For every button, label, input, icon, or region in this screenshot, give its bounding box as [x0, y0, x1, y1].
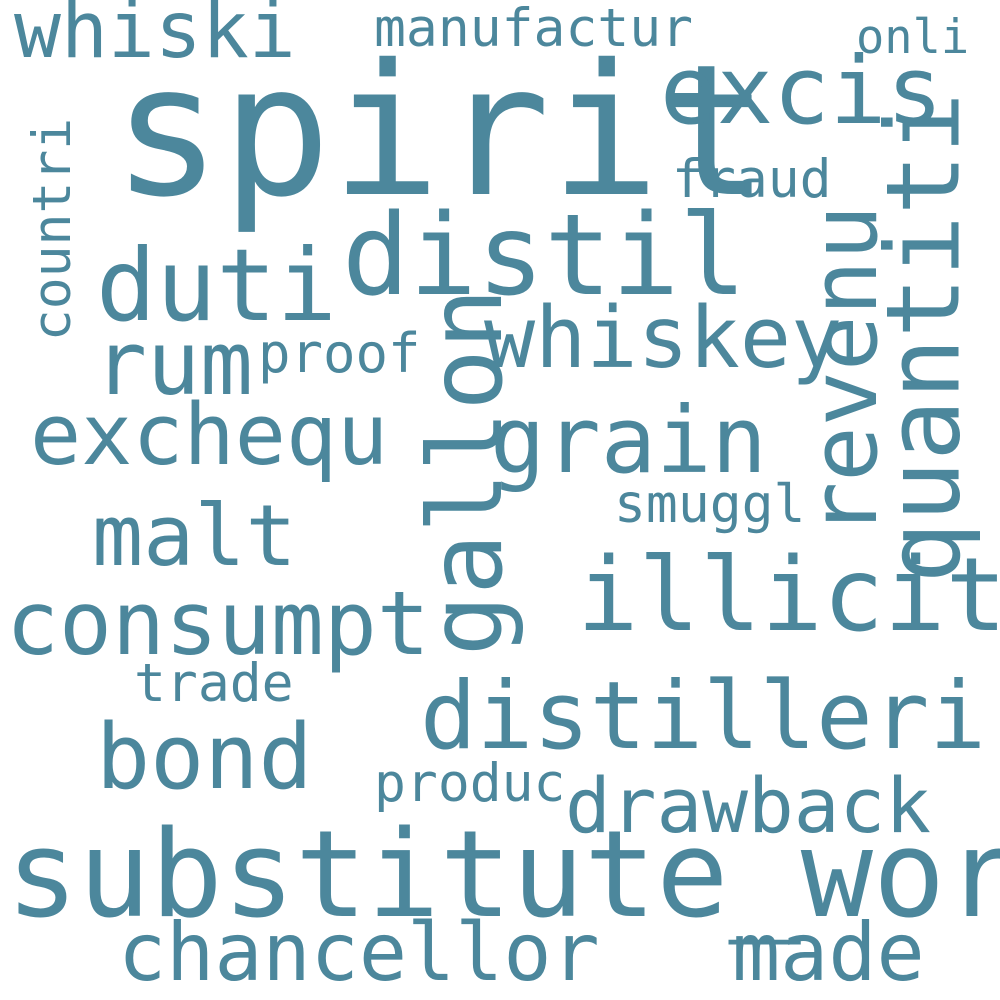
word-countri: countri: [22, 117, 84, 342]
word-smuggl: smuggl: [614, 474, 806, 535]
word-quantiti: quantiti: [864, 92, 984, 584]
word-made: made: [732, 906, 925, 999]
word-rum: rum: [94, 312, 253, 415]
word-distil: distil: [342, 191, 747, 321]
word-duti: duti: [96, 227, 337, 344]
word-manufactur: manufactur: [374, 0, 694, 59]
word-excis: excis: [660, 37, 943, 146]
word-fraud: fraud: [672, 149, 832, 210]
word-consumpt: consumpt: [6, 572, 430, 675]
word-bond: bond: [96, 705, 313, 810]
word-onli: onli: [856, 10, 970, 65]
word-produc: produc: [374, 753, 566, 814]
word-distilleri: distilleri: [420, 662, 986, 771]
word-illicit: illicit: [577, 536, 1000, 655]
word-proof: proof: [258, 322, 421, 385]
word-spirit: spirit: [112, 25, 770, 237]
word-whiskey: whiskey: [484, 289, 843, 388]
word-whiski: whiski: [14, 0, 296, 76]
word-gallon: gallon: [407, 287, 527, 657]
word-trade: trade: [134, 653, 294, 714]
word-exchequ: exchequ: [30, 386, 389, 485]
word-malt: malt: [92, 487, 297, 586]
word-substitute-word: substitute_word: [6, 806, 1000, 945]
word-drawback: drawback: [565, 761, 932, 850]
word-grain: grain: [490, 387, 767, 494]
word-chancellor: chancellor: [118, 906, 600, 999]
